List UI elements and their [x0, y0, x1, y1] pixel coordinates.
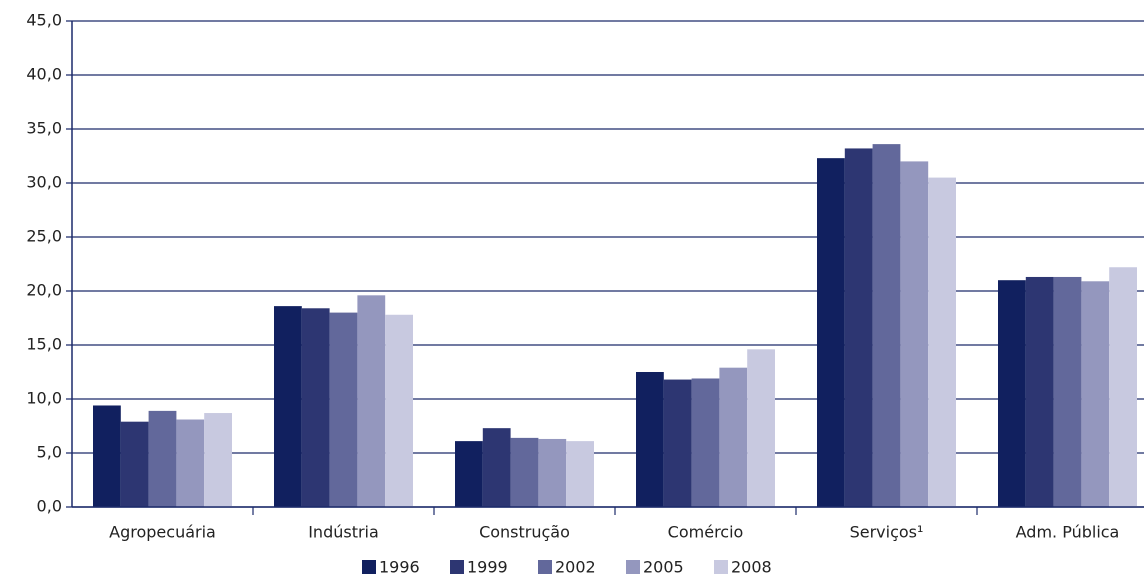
bar: [928, 177, 956, 507]
legend-label: 2002: [555, 558, 596, 577]
y-tick-label: 40,0: [26, 65, 62, 84]
y-tick-label: 0,0: [37, 497, 62, 516]
bar: [719, 367, 748, 507]
bar: [93, 405, 121, 507]
bar: [844, 148, 873, 507]
y-tick-label: 15,0: [26, 335, 62, 354]
bar: [176, 419, 205, 507]
bar: [872, 144, 901, 507]
bar: [998, 280, 1026, 507]
y-tick-label: 5,0: [37, 443, 62, 462]
bar: [1109, 267, 1137, 507]
bar: [1053, 276, 1082, 507]
bar: [538, 438, 567, 507]
x-tick-label: Agropecuária: [109, 523, 216, 542]
bar: [510, 437, 539, 507]
y-tick-label: 35,0: [26, 119, 62, 138]
y-tick-label: 45,0: [26, 11, 62, 30]
x-tick-label: Comércio: [668, 523, 744, 542]
legend-swatch: [714, 560, 728, 574]
x-tick-label: Indústria: [308, 523, 379, 542]
y-tick-label: 30,0: [26, 173, 62, 192]
bar: [274, 306, 302, 507]
bar: [900, 161, 929, 507]
y-tick-label: 25,0: [26, 227, 62, 246]
y-tick-label: 10,0: [26, 389, 62, 408]
bar: [1081, 281, 1110, 507]
legend-swatch: [626, 560, 640, 574]
bar: [455, 441, 483, 507]
legend-label: 2008: [731, 558, 772, 577]
legend-swatch: [362, 560, 376, 574]
x-tick-label: Serviços¹: [850, 523, 924, 542]
bar: [817, 158, 845, 507]
legend-label: 2005: [643, 558, 684, 577]
y-tick-label: 20,0: [26, 281, 62, 300]
bar: [301, 308, 330, 507]
bar: [566, 441, 594, 507]
bar: [385, 314, 413, 507]
x-tick-label: Construção: [479, 523, 570, 542]
bar: [482, 428, 511, 507]
bar: [204, 413, 232, 507]
legend-label: 1999: [467, 558, 508, 577]
bar: [663, 379, 692, 507]
legend-swatch: [538, 560, 552, 574]
legend-label: 1996: [379, 558, 420, 577]
bar: [148, 410, 177, 507]
x-tick-label: Adm. Pública: [1016, 523, 1120, 542]
bar: [120, 421, 149, 507]
bar: [357, 295, 386, 507]
bar: [747, 349, 775, 507]
legend-swatch: [450, 560, 464, 574]
bar: [691, 378, 720, 507]
bar: [636, 372, 664, 507]
bar: [329, 312, 358, 507]
bar: [1025, 276, 1054, 507]
